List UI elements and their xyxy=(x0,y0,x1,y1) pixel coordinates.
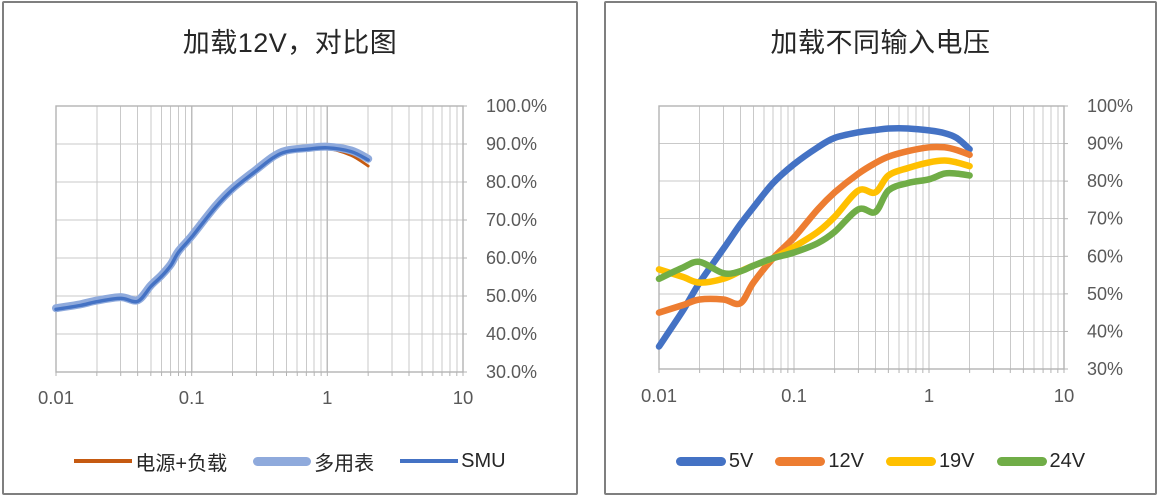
plot-border xyxy=(55,105,464,373)
series-line-24V xyxy=(655,169,973,283)
plot-area: 0.01 0.1 1 10 100.0% 90.0% 80.0% 70.0% 60.0% 50.0… xyxy=(38,96,547,408)
legend-label: 12V xyxy=(828,449,864,472)
legend-label: 5V xyxy=(728,449,754,472)
legend-line-swatch-icon xyxy=(885,456,936,466)
y-tick-label: 50% xyxy=(1087,284,1123,304)
x-tick-label: 1 xyxy=(322,387,332,408)
y-tick-label: 100.0% xyxy=(486,96,547,116)
y-tick-label: 40.0% xyxy=(486,324,537,344)
gridlines xyxy=(658,105,1065,370)
y-tick-label: 70.0% xyxy=(486,210,537,230)
legend-item-SMU: SMU xyxy=(400,449,506,473)
chart-panel-input-voltages[interactable]: 加载不同输入电压 0.01 0.1 1 10 100% 90% 80% 70% 60% 50% 40… xyxy=(604,1,1157,495)
y-tick-label: 60% xyxy=(1087,246,1123,266)
y-tick-label: 100% xyxy=(1087,96,1133,116)
axis-ticks xyxy=(658,105,1068,373)
chart-panel-12v-comparison[interactable]: 加载12V，对比图 0.01 0.1 1 10 100.0% 90.0% 80.0% 70.0… xyxy=(2,1,578,495)
legend: 电源+负载 多用表 SMU xyxy=(4,444,576,478)
legend-line-swatch-icon xyxy=(996,456,1047,466)
gridlines xyxy=(55,105,464,373)
y-axis-labels: 100% 90% 80% 70% 60% 50% 40% 30% xyxy=(1087,96,1133,379)
y-tick-label: 90% xyxy=(1087,134,1123,154)
legend-item-5V: 5V xyxy=(675,449,754,473)
series-line-19V xyxy=(655,157,973,286)
y-axis-labels: 100.0% 90.0% 80.0% 70.0% 60.0% 50.0% 40.0% 30.0… xyxy=(486,96,547,382)
legend-item-多用表: 多用表 xyxy=(253,447,374,476)
legend-item-电源+负载: 电源+负载 xyxy=(74,447,227,476)
y-tick-label: 80% xyxy=(1087,171,1123,191)
x-tick-label: 0.1 xyxy=(781,385,807,406)
x-tick-label: 0.01 xyxy=(38,387,74,408)
x-tick-label: 1 xyxy=(924,385,934,406)
series-line-5V xyxy=(655,125,973,350)
x-tick-label: 0.01 xyxy=(641,385,677,406)
series-line-SMU xyxy=(54,146,370,311)
legend-label: 19V xyxy=(938,449,975,472)
y-tick-label: 60.0% xyxy=(486,248,537,268)
plot-border xyxy=(658,105,1065,370)
y-tick-label: 40% xyxy=(1087,321,1123,341)
legend-label: 电源+负载 xyxy=(135,452,228,475)
chart-title: 加载12V，对比图 xyxy=(182,28,398,58)
legend-item-12V: 12V xyxy=(775,450,864,473)
x-tick-label: 10 xyxy=(1054,385,1075,406)
legend-line-swatch-icon xyxy=(253,456,312,466)
axis-ticks xyxy=(55,105,467,376)
y-tick-label: 70% xyxy=(1087,209,1123,229)
x-axis-labels: 0.01 0.1 1 10 xyxy=(38,387,473,408)
x-axis-labels: 0.01 0.1 1 10 xyxy=(641,385,1074,406)
series-line-12V xyxy=(655,143,973,316)
chart-title: 加载不同输入电压 xyxy=(770,28,991,58)
legend-line-swatch-icon xyxy=(74,459,133,463)
y-tick-label: 30.0% xyxy=(486,362,537,382)
legend-item-24V: 24V xyxy=(996,449,1086,473)
y-tick-label: 50.0% xyxy=(486,286,537,306)
y-tick-label: 30% xyxy=(1087,359,1123,379)
y-tick-label: 90.0% xyxy=(486,134,537,154)
legend: 5V 12V 19V 24V xyxy=(606,444,1155,478)
plot-area: 0.01 0.1 1 10 100% 90% 80% 70% 60% 50% 40% 30% xyxy=(641,96,1133,406)
x-tick-label: 10 xyxy=(453,387,474,408)
x-tick-label: 0.1 xyxy=(179,387,205,408)
legend-line-swatch-icon xyxy=(400,459,459,463)
legend-label: SMU xyxy=(461,449,506,472)
legend-label: 多用表 xyxy=(314,452,375,475)
legend-line-swatch-icon xyxy=(775,456,826,466)
legend-label: 24V xyxy=(1049,449,1086,472)
y-tick-label: 80.0% xyxy=(486,172,537,192)
legend-line-swatch-icon xyxy=(675,456,726,466)
legend-item-19V: 19V xyxy=(885,449,975,473)
